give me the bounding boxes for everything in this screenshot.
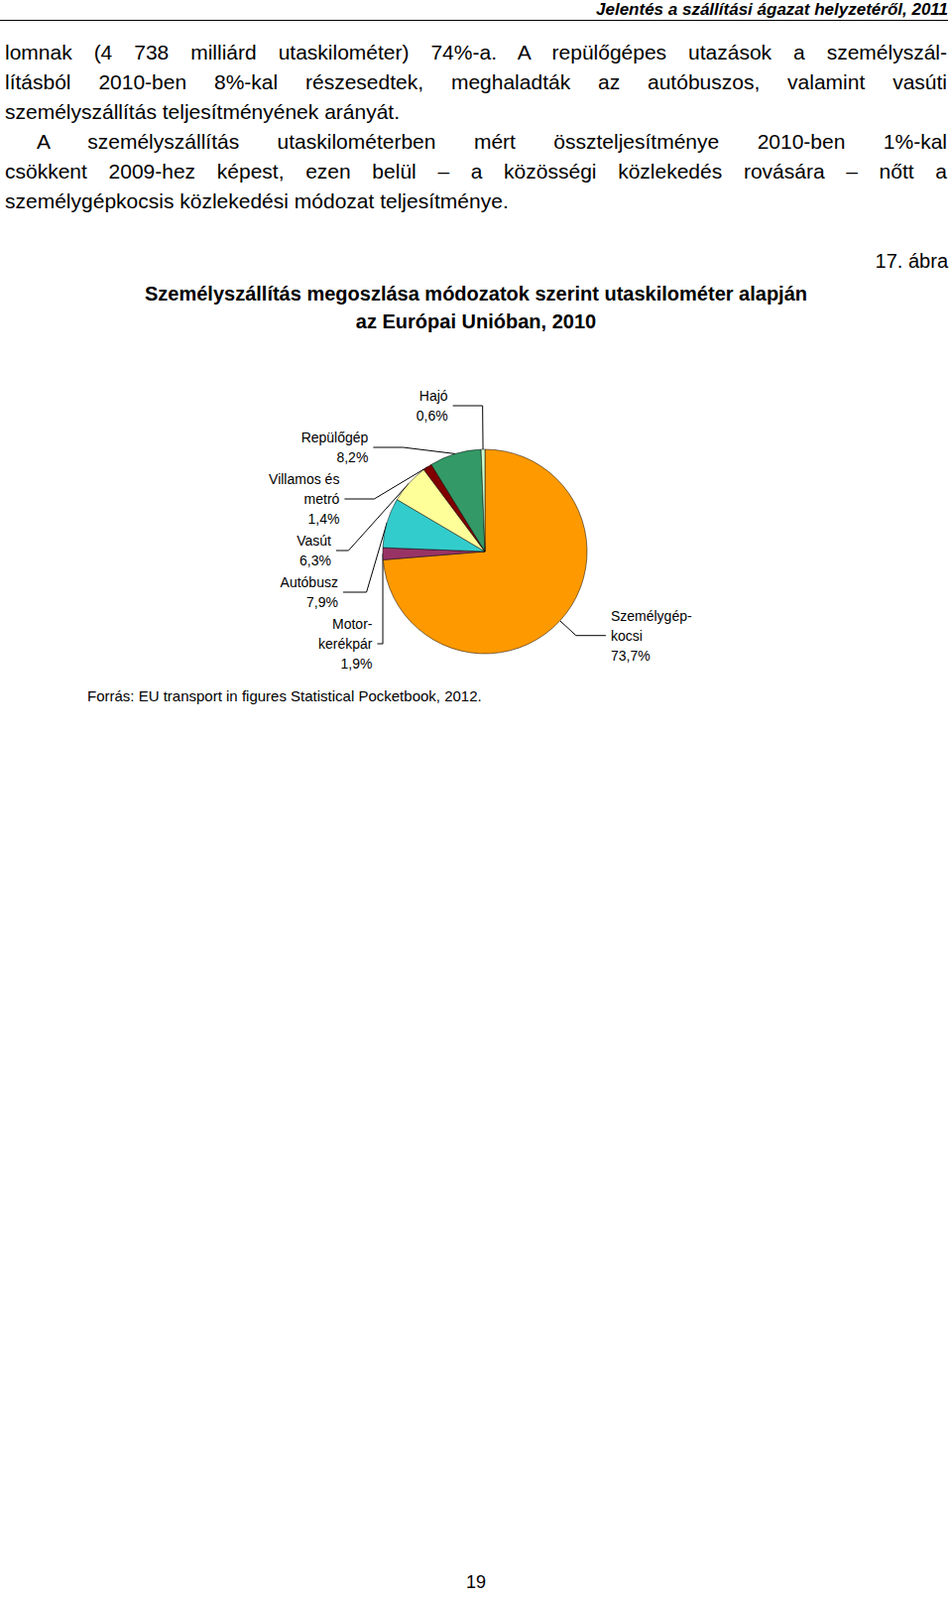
svg-text:kerékpár: kerékpár	[318, 635, 373, 652]
svg-text:73,7%: 73,7%	[610, 647, 651, 664]
svg-text:Hajó: Hajó	[419, 387, 449, 404]
html-text:19: 19	[466, 1571, 486, 1592]
html-text:személyszállítás teljesítményé: személyszállítás teljesítményének arányá…	[4, 100, 400, 123]
svg-text:1,4%: 1,4%	[307, 510, 340, 527]
html-text:csökkent 2009-hez képest, ezen: csökkent 2009-hez képest, ezen belül – a…	[4, 159, 948, 183]
svg-text:0,6%: 0,6%	[416, 407, 449, 424]
svg-text:7,9%: 7,9%	[306, 594, 339, 610]
svg-text:1,9%: 1,9%	[341, 655, 373, 672]
svg-text:Villamos és: Villamos és	[268, 471, 340, 487]
html-text:személygépkocsis közlekedési m: személygépkocsis közlekedési módozat tel…	[4, 189, 509, 213]
html-text:lomnak (4 738 milliárd utaskil: lomnak (4 738 milliárd utaskilométer) 74…	[4, 40, 948, 64]
svg-text:Vasút: Vasút	[296, 532, 332, 549]
html-text:Forrás: EU transport in figure: Forrás: EU transport in figures Statisti…	[87, 687, 482, 705]
html-text:lításból 2010-ben 8%-kal része: lításból 2010-ben 8%-kal részesedtek, me…	[4, 70, 948, 94]
html-text:17. ábra: 17. ábra	[875, 249, 949, 272]
svg-text:Autóbusz: Autóbusz	[280, 574, 339, 591]
svg-text:Repülőgép: Repülőgép	[301, 429, 369, 446]
svg-text:6,3%: 6,3%	[299, 552, 332, 569]
svg-text:Motor-: Motor-	[332, 615, 373, 632]
svg-text:kocsi: kocsi	[610, 627, 643, 644]
html-text:A személyszállítás utaskilomét: A személyszállítás utaskilométerben mért…	[36, 129, 948, 153]
svg-text:8,2%: 8,2%	[336, 449, 368, 466]
svg-text:Személygép-: Személygép-	[610, 607, 693, 624]
html-text:Jelentés a szállítási ágazat h: Jelentés a szállítási ágazat helyzetéről…	[595, 0, 949, 19]
html-text:Személyszállítás megoszlása mó: Személyszállítás megoszlása módozatok sz…	[144, 282, 808, 333]
svg-text:metró: metró	[304, 490, 341, 507]
